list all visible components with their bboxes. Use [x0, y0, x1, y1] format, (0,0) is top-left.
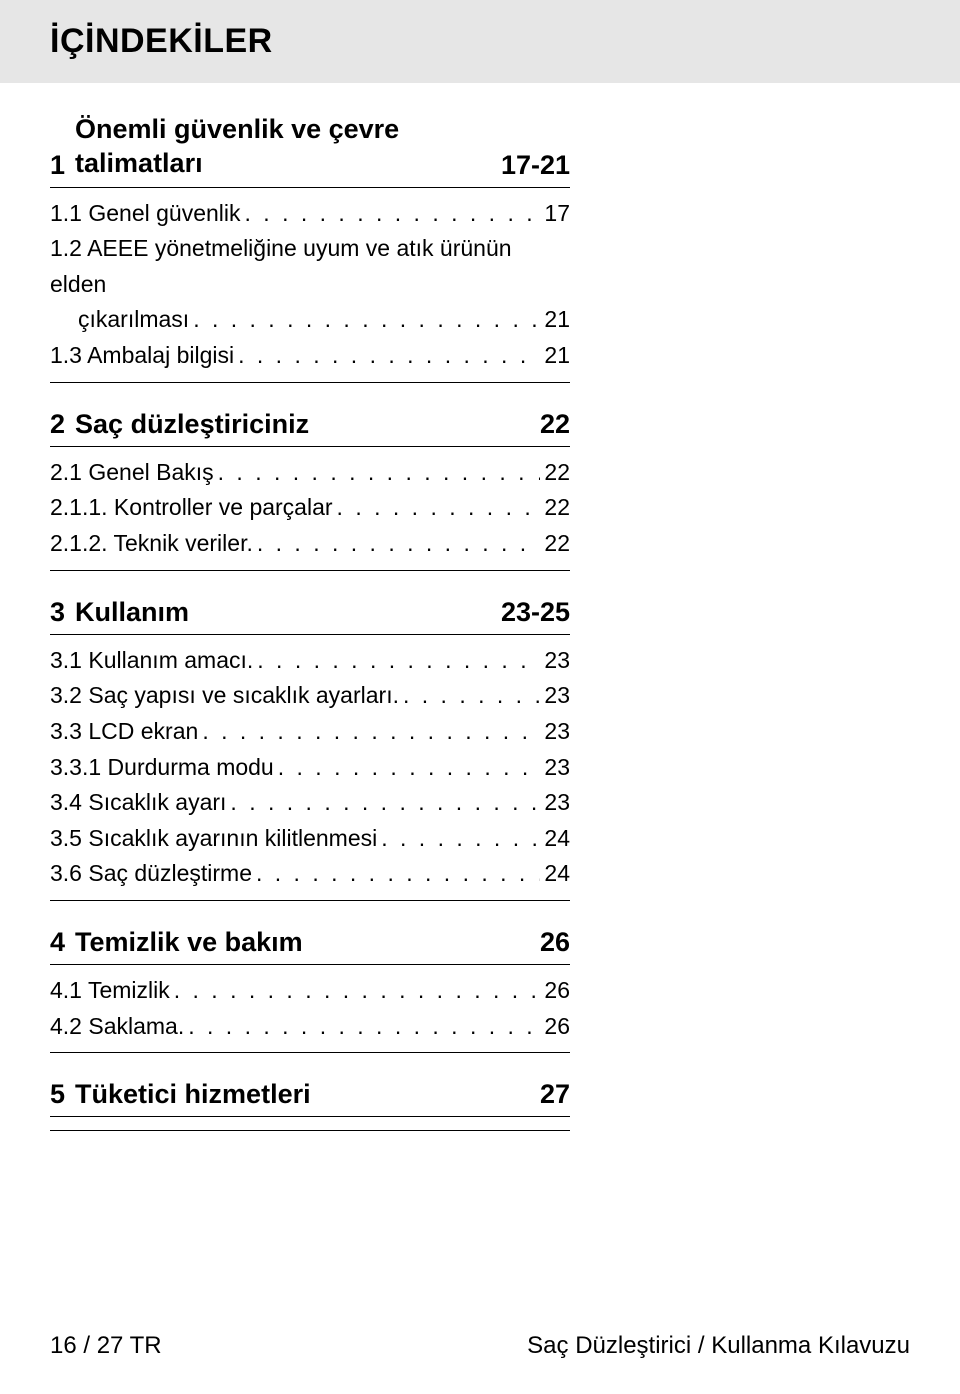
section-pages: 26: [540, 927, 570, 958]
entry-label-line2: çıkarılması: [78, 302, 189, 338]
dot-leader: [399, 678, 540, 714]
toc-entry: 3.3.1 Durdurma modu 23: [50, 750, 570, 786]
dot-leader: [226, 785, 540, 821]
dot-leader: [234, 338, 540, 374]
toc-entry: 3.1 Kullanım amacı. 23: [50, 643, 570, 679]
dot-leader: [253, 643, 540, 679]
dot-leader: [189, 302, 540, 338]
toc-entry: 1.1 Genel güvenlik 17: [50, 196, 570, 232]
entry-label: 3.4 Sıcaklık ayarı: [50, 785, 226, 821]
section-pages: 27: [540, 1079, 570, 1110]
page: İÇİNDEKİLER 1 Önemli güvenlik ve çevre t…: [0, 0, 960, 1394]
entry-page: 23: [540, 750, 570, 786]
section-number: 1: [50, 150, 65, 181]
entry-label: 4.2 Saklama.: [50, 1009, 184, 1045]
section-number: 2: [50, 409, 65, 440]
entry-label: 3.5 Sıcaklık ayarının kilitlenmesi: [50, 821, 377, 857]
entry-page: 23: [540, 714, 570, 750]
entry-label: 3.3 LCD ekran: [50, 714, 198, 750]
toc-entry: 3.6 Saç düzleştirme 24: [50, 856, 570, 892]
entry-page: 23: [540, 643, 570, 679]
toc-entry: 3.3 LCD ekran 23: [50, 714, 570, 750]
toc-entry: 4.1 Temizlik 26: [50, 973, 570, 1009]
entry-label-line1: 1.2 AEEE yönetmeliğine uyum ve atık ürün…: [50, 231, 570, 302]
section-title: Kullanım: [75, 597, 491, 628]
page-title: İÇİNDEKİLER: [50, 22, 920, 61]
toc-section: 1 Önemli güvenlik ve çevre talimatları 1…: [50, 113, 570, 383]
dot-leader: [241, 196, 541, 232]
toc-section: 2 Saç düzleştiriciniz 22 2.1 Genel Bakış…: [50, 409, 570, 571]
toc-section-head: 1 Önemli güvenlik ve çevre talimatları 1…: [50, 113, 570, 188]
toc-entries: [50, 1125, 570, 1131]
section-number: 4: [50, 927, 65, 958]
toc-entry: 1.3 Ambalaj bilgisi 21: [50, 338, 570, 374]
entry-page: 21: [540, 338, 570, 374]
toc-entries: 4.1 Temizlik 26 4.2 Saklama. 26: [50, 973, 570, 1053]
section-number: 3: [50, 597, 65, 628]
toc-entry: 3.2 Saç yapısı ve sıcaklık ayarları. 23: [50, 678, 570, 714]
entry-page: 22: [540, 526, 570, 562]
section-number: 5: [50, 1079, 65, 1110]
section-title: Saç düzleştiriciniz: [75, 409, 530, 440]
entry-label: 3.1 Kullanım amacı.: [50, 643, 253, 679]
dot-leader: [333, 490, 541, 526]
dot-leader: [214, 455, 541, 491]
toc-entry: 3.5 Sıcaklık ayarının kilitlenmesi 24: [50, 821, 570, 857]
entry-label: 3.3.1 Durdurma modu: [50, 750, 274, 786]
dot-leader: [198, 714, 540, 750]
footer-right: Saç Düzleştirici / Kullanma Kılavuzu: [527, 1332, 910, 1360]
dot-leader: [170, 973, 541, 1009]
page-footer: 16 / 27 TR Saç Düzleştirici / Kullanma K…: [50, 1332, 910, 1360]
toc-entry: 2.1 Genel Bakış 22: [50, 455, 570, 491]
toc-section-head: 2 Saç düzleştiriciniz 22: [50, 409, 570, 447]
entry-page: 24: [540, 821, 570, 857]
toc-section-head: 5 Tüketici hizmetleri 27: [50, 1079, 570, 1117]
toc-section-head: 3 Kullanım 23-25: [50, 597, 570, 635]
entry-label: 1.3 Ambalaj bilgisi: [50, 338, 234, 374]
entry-page: 23: [540, 678, 570, 714]
section-title: Önemli güvenlik ve çevre talimatları: [75, 113, 491, 181]
dot-leader: [253, 526, 541, 562]
dot-leader: [274, 750, 541, 786]
toc-entries: 1.1 Genel güvenlik 17 1.2 AEEE yönetmeli…: [50, 196, 570, 383]
entry-label: 3.2 Saç yapısı ve sıcaklık ayarları.: [50, 678, 399, 714]
entry-label: 3.6 Saç düzleştirme: [50, 856, 252, 892]
dot-leader: [377, 821, 540, 857]
entry-page: 21: [540, 302, 570, 338]
toc-entry-cont: çıkarılması 21: [50, 302, 570, 338]
section-pages: 17-21: [501, 150, 570, 181]
toc-entry: 1.2 AEEE yönetmeliğine uyum ve atık ürün…: [50, 231, 570, 338]
toc-entry: 2.1.1. Kontroller ve parçalar 22: [50, 490, 570, 526]
dot-leader: [184, 1009, 540, 1045]
toc-entry: 2.1.2. Teknik veriler. 22: [50, 526, 570, 562]
entry-label: 2.1.1. Kontroller ve parçalar: [50, 490, 333, 526]
entry-label: 2.1.2. Teknik veriler.: [50, 526, 253, 562]
toc-entry: 4.2 Saklama. 26: [50, 1009, 570, 1045]
toc-entries: 3.1 Kullanım amacı. 23 3.2 Saç yapısı ve…: [50, 643, 570, 901]
toc-section: 3 Kullanım 23-25 3.1 Kullanım amacı. 23 …: [50, 597, 570, 901]
toc-section-head: 4 Temizlik ve bakım 26: [50, 927, 570, 965]
entry-page: 26: [540, 973, 570, 1009]
title-bar: İÇİNDEKİLER: [0, 0, 960, 83]
entry-page: 22: [540, 455, 570, 491]
section-pages: 22: [540, 409, 570, 440]
toc-section: 4 Temizlik ve bakım 26 4.1 Temizlik 26 4…: [50, 927, 570, 1053]
toc-section: 5 Tüketici hizmetleri 27: [50, 1079, 570, 1131]
entry-label: 4.1 Temizlik: [50, 973, 170, 1009]
entry-label: 2.1 Genel Bakış: [50, 455, 214, 491]
toc-entry: 3.4 Sıcaklık ayarı 23: [50, 785, 570, 821]
entry-page: 24: [540, 856, 570, 892]
toc-content: 1 Önemli güvenlik ve çevre talimatları 1…: [50, 113, 570, 1131]
entry-page: 23: [540, 785, 570, 821]
section-pages: 23-25: [501, 597, 570, 628]
section-title: Temizlik ve bakım: [75, 927, 530, 958]
footer-left: 16 / 27 TR: [50, 1332, 162, 1360]
dot-leader: [252, 856, 540, 892]
entry-page: 26: [540, 1009, 570, 1045]
section-title: Tüketici hizmetleri: [75, 1079, 530, 1110]
toc-entries: 2.1 Genel Bakış 22 2.1.1. Kontroller ve …: [50, 455, 570, 571]
entry-page: 17: [540, 196, 570, 232]
entry-label: 1.1 Genel güvenlik: [50, 196, 241, 232]
entry-page: 22: [540, 490, 570, 526]
